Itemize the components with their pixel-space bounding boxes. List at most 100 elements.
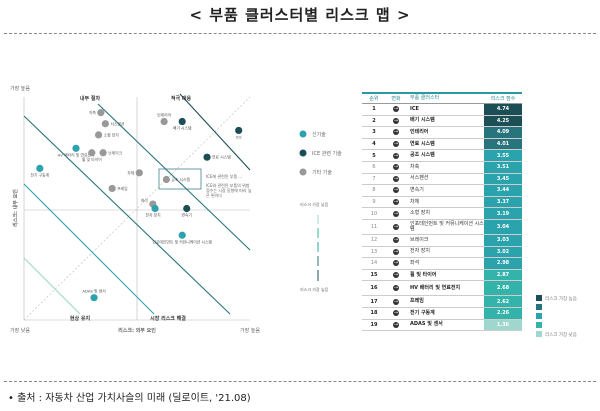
scale-swatch (536, 331, 542, 337)
y-high-label: 가장 높음 (10, 85, 30, 92)
arrow-right-icon: → (393, 248, 399, 255)
data-point-label: 변속기 (181, 213, 191, 218)
cluster-name: ADAS 및 센서 (410, 321, 443, 328)
page-title: < 부품 클러스터별 리스크 맵 > (189, 6, 411, 24)
data-point (162, 175, 170, 184)
legend-other: 기타 기술 (312, 169, 332, 176)
arrow-right-icon: → (393, 187, 399, 194)
legend-ice-dot (299, 149, 307, 157)
arrow-right-icon: → (393, 199, 399, 206)
data-point (90, 294, 98, 302)
risk-ranking-table: 순위 변화 부품 클러스터 리스크 점수 1 → ICE 4.74 2 → 배기 … (362, 92, 522, 332)
table-row: 8 → 변속기 3.44 (362, 185, 522, 197)
table-row: 14 → 좌석 2.98 (362, 258, 522, 270)
zone-line-5 (23, 257, 81, 315)
cluster-name: 변속기 (410, 186, 424, 193)
data-point-label: 인포테인먼트 및 커뮤니케이션 시스템 (152, 239, 212, 244)
divider-bottom (4, 381, 596, 382)
cluster-name: 전자 장치 (410, 248, 430, 255)
scale-high-label: 리스크 가장 높음 (545, 297, 577, 302)
cluster-name: 배기 시스템 (410, 117, 435, 124)
rank: 7 (372, 175, 376, 182)
data-point-label: 연료 시스템 (212, 155, 231, 160)
data-point-label: 전자 장치 (145, 213, 160, 218)
legend-other-dot (299, 168, 307, 176)
rank: 14 (370, 260, 378, 267)
rank: 18 (370, 310, 378, 317)
cluster-name: 좌석 (410, 259, 420, 266)
table-row: 5 → 공조 시스템 3.55 (362, 150, 522, 162)
scale-swatch (536, 295, 542, 301)
arrow-right-icon: → (393, 260, 399, 267)
data-point-label: 차축 (89, 110, 96, 115)
cluster-name: 전기 구동계 (410, 309, 435, 316)
rank: 4 (372, 141, 376, 148)
table-row: 9 → 차체 3.37 (362, 196, 522, 209)
divider-top (4, 33, 596, 34)
risk-score: 2.68 (484, 281, 522, 296)
cluster-name: 브레이크 (410, 236, 429, 243)
rank: 10 (370, 210, 378, 217)
table-row: 13 → 전자 장치 3.02 (362, 246, 522, 259)
data-point (108, 184, 116, 193)
col-score: 리스크 점수 (490, 96, 516, 102)
callout-box (158, 168, 202, 190)
risk-score: 4.09 (484, 127, 522, 138)
risk-score: 3.03 (484, 234, 522, 246)
arrow-right-icon: → (393, 129, 399, 136)
rank: 13 (370, 248, 378, 255)
arrow-right-icon: → (393, 210, 399, 217)
data-point (183, 204, 191, 213)
cluster-name: 프레임 (410, 298, 424, 305)
cluster-name: 인포테인먼트 및 커뮤니케이션 시스템 (410, 220, 484, 232)
arrow-right-icon: → (393, 106, 399, 113)
risk-score: 4.01 (484, 138, 522, 150)
source-note: • 출처 : 자동차 산업 가치사슬의 미래 (딜로이트, '21.08) (8, 393, 251, 404)
table-row: 6 → 차축 3.51 (362, 161, 522, 174)
risk-score: 4.25 (484, 115, 522, 127)
risk-scale-high: 리스크 가장 높음 (300, 286, 329, 292)
zone-label-maintain: 현상 유지 (70, 315, 91, 322)
arrow-right-icon: → (393, 298, 399, 305)
table-row: 3 → 인테리어 4.09 (362, 127, 522, 139)
cluster-name: 차축 (410, 163, 420, 170)
data-point-label: 서스펜션 (110, 121, 124, 126)
data-point (135, 169, 143, 177)
data-point-label: 인테리어 (157, 113, 171, 118)
data-point (160, 117, 168, 126)
risk-score: 3.37 (484, 196, 522, 208)
risk-score: 2.87 (484, 269, 522, 281)
zone-line-2 (97, 103, 251, 251)
arrow-right-icon: → (393, 272, 399, 279)
data-point (72, 144, 80, 152)
data-point (178, 231, 186, 239)
data-point (178, 117, 186, 126)
data-point (97, 109, 105, 117)
data-point-label: 휠 및 타이어 (82, 157, 102, 162)
arrow-right-icon: → (393, 175, 399, 182)
legend-new-tech: 신기술 (312, 131, 326, 138)
rank: 1 (372, 106, 376, 113)
rank: 3 (372, 129, 376, 136)
cluster-name: HV 배터리 및 연료전지 (410, 284, 461, 291)
arrow-right-icon: → (393, 321, 399, 328)
rank: 2 (372, 117, 376, 124)
table-row: 1 → ICE 4.74 (362, 104, 522, 116)
risk-score: 2.98 (484, 258, 522, 269)
data-point (94, 131, 103, 139)
rank: 6 (372, 164, 376, 171)
scale-swatch (536, 304, 542, 310)
risk-score: 3.55 (484, 150, 522, 161)
cluster-name: 소형 장치 (410, 210, 430, 217)
data-point-label: 브레이크 (108, 150, 122, 155)
data-point-label: 프레임 (117, 186, 127, 191)
risk-score: 3.02 (484, 246, 522, 258)
table-row: 2 → 배기 시스템 4.25 (362, 115, 522, 128)
cluster-name: 서스펜션 (410, 175, 429, 182)
risk-score: 3.04 (484, 219, 522, 234)
zone-label-active: 적극 대응 (171, 95, 192, 102)
table-row: 11 → 인포테인먼트 및 커뮤니케이션 시스템 3.04 (362, 219, 522, 235)
cluster-name: ICE (410, 105, 419, 112)
rank: 11 (370, 223, 378, 230)
